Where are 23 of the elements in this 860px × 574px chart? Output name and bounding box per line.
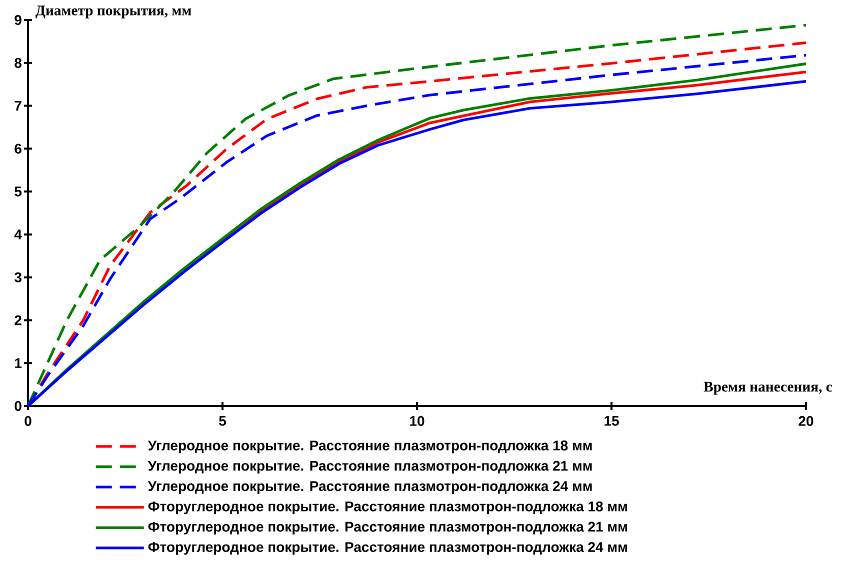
x-tick-label: 10 <box>410 416 424 426</box>
x-axis-title: Время нанесения, с <box>704 382 832 395</box>
x-tick-label: 5 <box>219 416 226 426</box>
y-tick-label: 3 <box>14 272 22 282</box>
legend-label: Фторуглеродное покрытие. Расстояние плазмотрон-подложка 18 мм <box>148 501 627 514</box>
y-tick-label: 6 <box>14 144 22 154</box>
y-tick-label: 1 <box>15 358 22 368</box>
y-tick-label: 4 <box>14 230 22 240</box>
y-tick-label: 2 <box>14 315 22 326</box>
y-tick-label: 5 <box>14 186 22 196</box>
legend-label: Фторуглеродное покрытие. Расстояние плазмотрон-подложка 24 мм <box>148 542 627 555</box>
x-tick-label: 0 <box>24 416 32 426</box>
y-tick-label: 8 <box>14 58 22 68</box>
y-tick-label: 7 <box>14 100 22 111</box>
legend-label: Углеродное покрытие. Расстояние плазмотрон-подложка 18 мм <box>148 440 592 454</box>
legend-label: Углеродное покрытие. Расстояние плазмотрон-подложка 21 мм <box>148 460 592 474</box>
y-axis-title: Диаметр покрытия, мм <box>35 6 192 18</box>
x-tick-label: 20 <box>798 416 814 426</box>
y-tick-label: 0 <box>14 401 22 411</box>
x-tick-label: 15 <box>604 416 619 426</box>
y-tick-label: 9 <box>14 15 22 25</box>
legend-label: Фторуглеродное покрытие. Расстояние плазмотрон-подложка 21 мм <box>148 522 627 534</box>
legend-label: Углеродное покрытие. Расстояние плазмотрон-подложка 24 мм <box>148 481 592 494</box>
